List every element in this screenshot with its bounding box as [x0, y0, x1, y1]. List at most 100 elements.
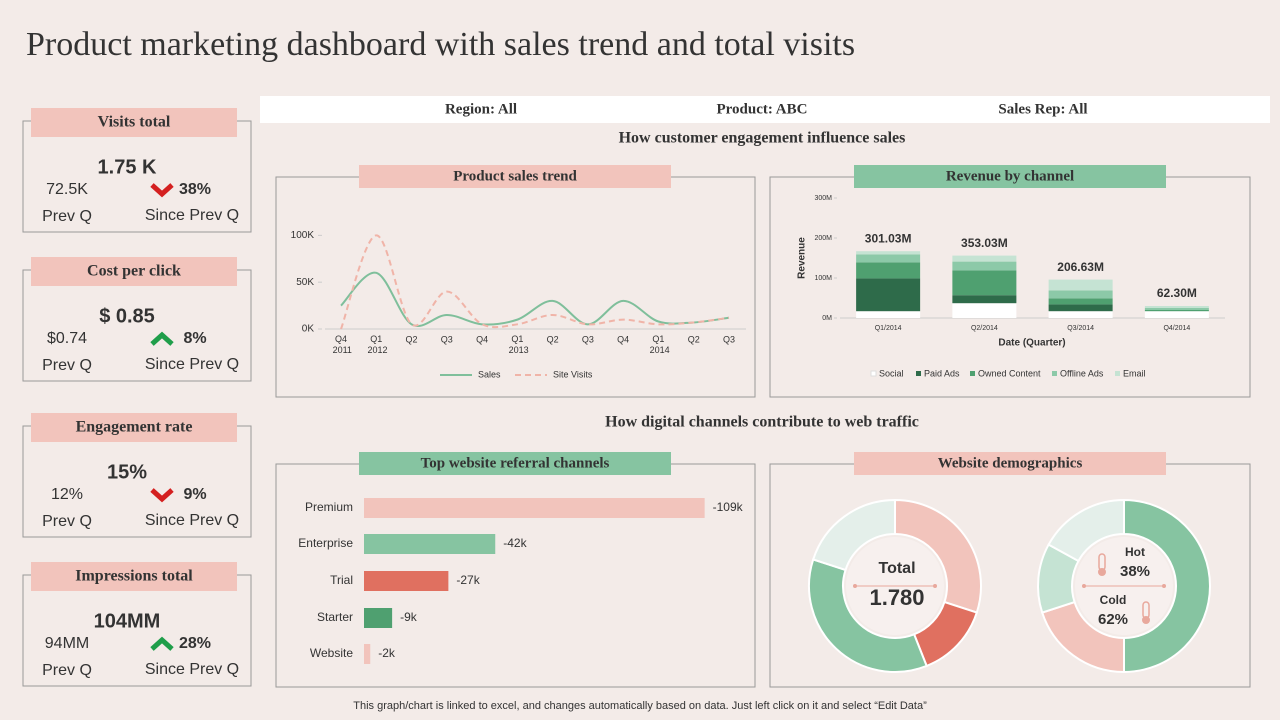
divider-dot: [1082, 584, 1086, 588]
kpi-change: 8%: [183, 330, 206, 347]
value-label: -9k: [400, 610, 418, 624]
filter: Product: ABC: [717, 101, 808, 117]
filter: Sales Rep: All: [998, 101, 1087, 117]
bar: [364, 498, 705, 518]
bar: [364, 608, 393, 628]
kpi-previous-label: Prev Q: [42, 357, 92, 374]
thermometer-bulb: [1142, 616, 1150, 624]
bar-segment: [1048, 290, 1113, 299]
chart-title: Revenue by channel: [946, 168, 1074, 184]
category-label: Website: [310, 646, 353, 660]
divider-dot: [1162, 584, 1166, 588]
bar-segment: [952, 261, 1017, 271]
legend-swatch: [1115, 371, 1120, 376]
trend-arrow: [150, 183, 174, 198]
x-tick-label: Q4: [617, 334, 629, 344]
bar-segment: [856, 278, 921, 312]
legend-label: Social: [879, 368, 904, 378]
x-tick-label: Q3/2014: [1067, 325, 1094, 332]
kpi-change-label: Since Prev Q: [145, 356, 239, 373]
line-series: [340, 271, 730, 327]
bar-segment: [1048, 311, 1113, 318]
y-tick-label: 200M: [814, 235, 832, 242]
divider-dot: [853, 584, 857, 588]
x-tick-label: Q1 2012: [365, 334, 388, 355]
kpi-value: 1.75 K: [98, 156, 157, 178]
category-label: Enterprise: [298, 536, 353, 550]
y-axis-title: Revenue: [797, 237, 808, 279]
thermometer-bulb: [1098, 568, 1106, 576]
legend-label: Site Visits: [553, 369, 593, 379]
legend-label: Owned Content: [978, 368, 1041, 378]
bar-segment: [1144, 311, 1209, 318]
center-value: 1.780: [869, 585, 924, 610]
x-tick-label: Q3: [441, 334, 453, 344]
kpi-title: Engagement rate: [76, 419, 193, 436]
x-tick-label: Q4 2011: [330, 334, 352, 355]
trend-arrow: [150, 488, 174, 503]
kpi-previous: 94MM: [45, 635, 89, 652]
category-label: Premium: [305, 500, 353, 514]
total-label: 62.30M: [1157, 286, 1197, 300]
total-label: 206.63M: [1057, 260, 1104, 274]
y-tick-label: 100M: [814, 275, 832, 282]
x-tick-label: Q2: [688, 334, 700, 344]
section-title: How digital channels contribute to web t…: [605, 414, 919, 431]
legend-swatch: [870, 370, 877, 377]
kpi-header: [31, 562, 237, 591]
total-label: 353.03M: [961, 236, 1008, 250]
kpi-header: [31, 257, 237, 286]
chart-title: Product sales trend: [453, 168, 577, 184]
kpi-title: Visits total: [98, 114, 171, 131]
donut-segment: [1123, 498, 1211, 674]
bar: [364, 571, 449, 591]
bar-segment: [1144, 308, 1209, 310]
chart-title: Top website referral channels: [421, 455, 610, 471]
category-label: Starter: [317, 610, 353, 624]
kpi-change-label: Since Prev Q: [145, 512, 239, 529]
legend-label: Offline Ads: [1060, 368, 1104, 378]
panel-header: [359, 165, 671, 188]
total-label: 301.03M: [865, 231, 912, 245]
kpi-previous-label: Prev Q: [42, 208, 92, 225]
trend-arrow: [150, 636, 174, 651]
x-tick-label: Q2: [547, 334, 559, 344]
legend-label: Sales: [478, 369, 501, 379]
bar-segment: [952, 303, 1017, 318]
kpi-previous: 72.5K: [46, 181, 88, 198]
bar-segment: [1144, 310, 1209, 312]
bar: [364, 644, 371, 664]
kpi-previous: $0.74: [47, 330, 87, 347]
x-tick-label: Q1 2014: [647, 334, 670, 355]
segment-value: 62%: [1098, 611, 1128, 628]
y-tick-label: 50K: [296, 277, 314, 288]
bar-segment: [952, 270, 1017, 296]
category-label: Trial: [330, 573, 353, 587]
bar-segment: [856, 251, 921, 255]
segment-name: Cold: [1100, 593, 1127, 607]
bar-segment: [952, 255, 1017, 262]
bar-segment: [952, 295, 1017, 304]
legend-label: Email: [1123, 368, 1146, 378]
legend-swatch: [916, 371, 921, 376]
kpi-value: 15%: [107, 461, 147, 483]
kpi-change: 28%: [179, 635, 211, 652]
bar-segment: [856, 311, 921, 318]
donut-segment: [811, 498, 896, 572]
value-label: -109k: [713, 500, 744, 514]
section-title: How customer engagement influence sales: [619, 130, 906, 147]
panel-header: [854, 165, 1166, 188]
x-tick-label: Q2/2014: [971, 325, 998, 332]
kpi-header: [31, 108, 237, 137]
x-tick-label: Q4/2014: [1163, 325, 1190, 332]
kpi-change-label: Since Prev Q: [145, 661, 239, 678]
bar-segment: [1048, 304, 1113, 312]
x-tick-label: Q3: [582, 334, 594, 344]
x-tick-label: Q1/2014: [875, 325, 902, 332]
kpi-change: 9%: [183, 486, 206, 503]
legend-swatch: [1052, 371, 1057, 376]
donut-segment: [1047, 498, 1125, 563]
chart-title: Website demographics: [938, 455, 1083, 471]
